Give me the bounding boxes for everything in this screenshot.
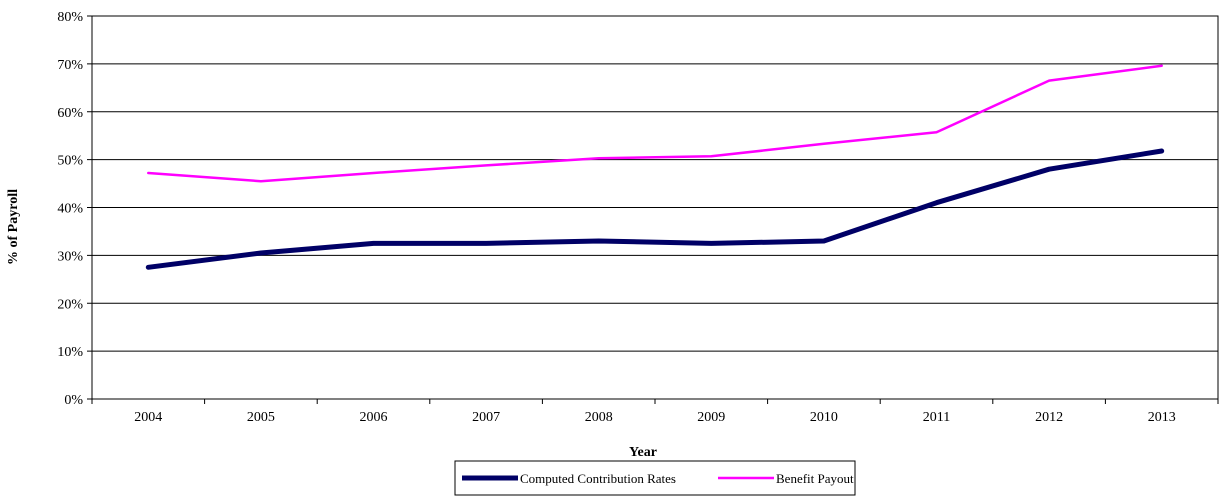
y-tick-label: 30% <box>57 249 83 264</box>
y-tick-label: 80% <box>57 10 83 25</box>
series-lines <box>145 64 1165 270</box>
legend: Computed Contribution Rates Benefit Payou… <box>454 460 856 496</box>
series-line-2 <box>147 64 1163 183</box>
x-tick-label: 2005 <box>247 410 275 425</box>
legend-label: Benefit Payout <box>776 471 854 486</box>
y-tick-label: 0% <box>64 393 83 408</box>
axes <box>87 15 1219 404</box>
y-tick-label: 10% <box>57 345 83 360</box>
y-tick-label: 70% <box>57 58 83 73</box>
y-tick-label: 40% <box>57 202 83 217</box>
x-tick-label: 2008 <box>585 410 613 425</box>
legend-box <box>454 460 856 496</box>
y-tick-label: 50% <box>57 154 83 169</box>
x-tick-label: 2007 <box>472 410 500 425</box>
y-axis-title: % of Payroll <box>6 189 21 265</box>
x-axis-title: Year <box>629 445 657 460</box>
x-tick-label: 2012 <box>1035 410 1063 425</box>
y-axis-tick-labels: 0% 10% 20% 30% 40% 50% 60% 70% 80% <box>57 10 83 408</box>
x-tick-label: 2006 <box>360 410 388 425</box>
x-tick-label: 2011 <box>923 410 950 425</box>
x-tick-label: 2009 <box>697 410 725 425</box>
x-tick-label: 2010 <box>810 410 838 425</box>
x-tick-label: 2004 <box>134 410 162 425</box>
x-axis-tick-labels: 2004 2005 2006 2007 2008 2009 2010 2011 2012 2013 <box>134 410 1175 425</box>
y-tick-label: 60% <box>57 106 83 121</box>
y-tick-label: 20% <box>57 297 83 312</box>
legend-label: Computed Contribution Rates <box>520 471 676 486</box>
series-line-1 <box>145 148 1165 270</box>
gridlines <box>92 15 1218 400</box>
x-tick-label: 2013 <box>1148 410 1176 425</box>
